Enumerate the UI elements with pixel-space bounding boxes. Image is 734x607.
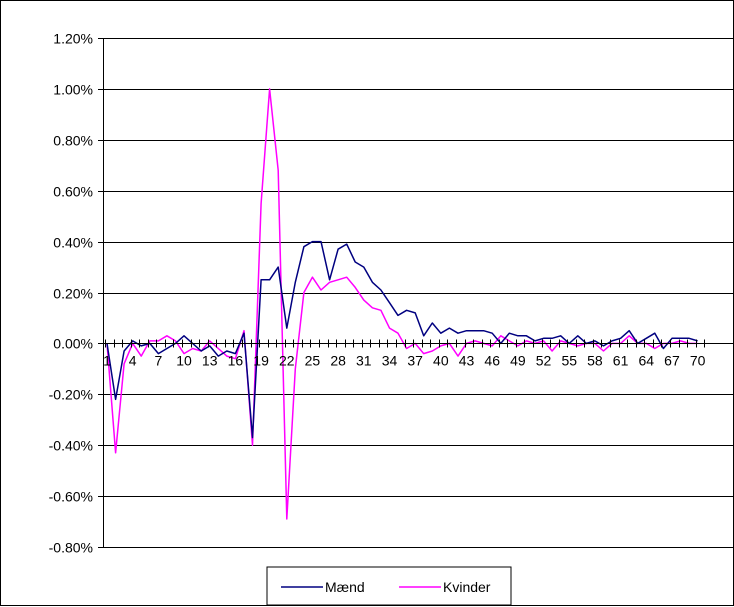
- x-tick-label: 61: [613, 353, 629, 369]
- y-tick-label: -0.40%: [49, 438, 93, 454]
- x-tick-label: 34: [382, 353, 398, 369]
- legend-box: [266, 566, 512, 606]
- x-tick-label: 28: [330, 353, 346, 369]
- y-tick-label: 0.80%: [53, 133, 93, 149]
- x-tick-label: 64: [638, 353, 654, 369]
- x-tick-label: 46: [484, 353, 500, 369]
- x-tick-label: 67: [664, 353, 680, 369]
- x-tick-label: 52: [536, 353, 552, 369]
- y-tick-label: -0.80%: [49, 540, 93, 556]
- x-tick-label: 10: [176, 353, 192, 369]
- y-tick-label: -0.60%: [49, 489, 93, 505]
- x-tick-label: 40: [433, 353, 449, 369]
- x-tick-label: 7: [154, 353, 162, 369]
- x-tick-label: 55: [561, 353, 577, 369]
- y-tick-label: 0.40%: [53, 235, 93, 251]
- x-tick-label: 22: [279, 353, 295, 369]
- x-tick-label: 70: [690, 353, 706, 369]
- y-tick-label: 0.20%: [53, 286, 93, 302]
- x-tick-label: 16: [228, 353, 244, 369]
- x-tick-label: 37: [407, 353, 423, 369]
- legend-label-maend: Mænd: [325, 579, 365, 595]
- legend-label-kvinder: Kvinder: [443, 579, 491, 595]
- y-axis-tick-labels: -0.80% -0.60% -0.40% -0.20% 0.00% 0.20% 0.40% 0…: [49, 31, 93, 556]
- gridlines: [98, 38, 734, 548]
- y-tick-label: 1.20%: [53, 31, 93, 47]
- y-tick-label: -0.20%: [49, 387, 93, 403]
- x-tick-label: 19: [253, 353, 269, 369]
- x-tick-label: 13: [202, 353, 218, 369]
- y-tick-label: 0.60%: [53, 184, 93, 200]
- x-tick-label: 49: [510, 353, 526, 369]
- series-lines: [106, 88, 698, 520]
- axes: [103, 38, 734, 547]
- x-tick-label: 43: [459, 353, 475, 369]
- x-axis-tick-labels: 1 4 7 10 13 16 19 22 25 28 31 34 37 40 43 46 49 52 55 58 61 6…: [103, 353, 706, 369]
- series-line-kvinder: [106, 88, 698, 520]
- y-tick-label: 0.00%: [53, 336, 93, 352]
- y-tick-label: 1.00%: [53, 82, 93, 98]
- x-tick-label: 31: [356, 353, 372, 369]
- x-tick-label: 1: [103, 353, 111, 369]
- legend: Mænd Kvinder: [266, 566, 512, 606]
- x-tick-label: 4: [129, 353, 137, 369]
- x-tick-label: 58: [587, 353, 603, 369]
- x-tick-label: 25: [305, 353, 321, 369]
